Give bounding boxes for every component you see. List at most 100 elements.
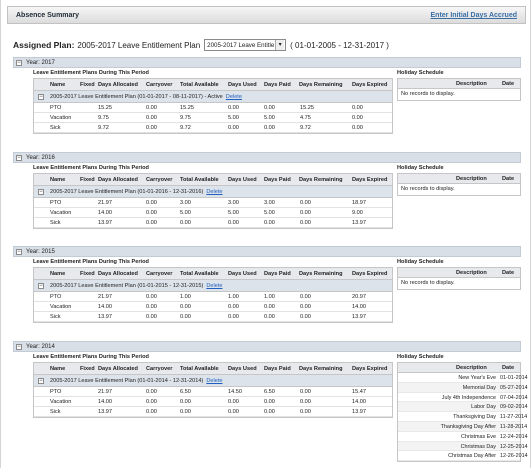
year-section: − Year: 2016 Leave Entitlement Plans Durin… [13, 152, 521, 244]
column-header: Carryover [146, 82, 173, 88]
column-header: Days Expired [352, 82, 388, 88]
column-header: Carryover [146, 366, 173, 372]
collapse-icon[interactable]: − [38, 93, 44, 100]
table-row: Sick 13.97 0.00 0.00 0.00 0.00 0.00 13.97 [34, 218, 392, 228]
table-cell: Sick [50, 314, 61, 320]
plans-heading: Leave Entitlement Plans During This Peri… [33, 354, 149, 360]
table-cell: 0.00 [352, 105, 363, 111]
year-header[interactable]: − Year: 2016 [13, 152, 521, 163]
delete-link[interactable]: Delete [206, 188, 223, 195]
table-row: PTO 21.97 0.00 6.50 14.50 6.50 0.00 15.47 [34, 387, 392, 397]
holiday-description-header: Description [456, 365, 487, 371]
table-cell: 14.00 [352, 304, 366, 310]
table-header: Name Fixed Days Allocated Carryover Total Av… [34, 79, 392, 91]
table-cell: Vacation [50, 304, 72, 310]
holiday-date-header: Date [502, 176, 515, 182]
collapse-icon[interactable]: − [38, 188, 44, 195]
table-header: Name Fixed Days Allocated Carryover Total Av… [34, 174, 392, 186]
table-cell: 0.00 [352, 125, 363, 131]
table-cell: 0.00 [264, 409, 275, 415]
table-cell: 0.00 [264, 125, 275, 131]
collapse-icon[interactable]: − [16, 343, 22, 350]
table-cell: 0.00 [352, 115, 363, 121]
year-header[interactable]: − Year: 2014 [13, 341, 521, 352]
delete-link[interactable]: Delete [206, 282, 223, 289]
plans-heading: Leave Entitlement Plans During This Peri… [33, 70, 149, 76]
chevron-down-icon[interactable]: ▾ [275, 40, 285, 50]
holiday-table: Description Date No records to display. [397, 78, 521, 101]
column-header: Days Allocated [98, 271, 138, 277]
holiday-row: Memorial Day 05-27-2014 [398, 382, 528, 393]
holiday-date: 11-27-2014 [500, 414, 528, 421]
column-header: Days Paid [264, 177, 291, 183]
table-cell: 0.00 [146, 210, 157, 216]
column-header: Days Allocated [98, 82, 138, 88]
table-cell: 0.00 [180, 314, 191, 320]
column-header: Name [50, 271, 66, 277]
table-cell: PTO [50, 105, 62, 111]
collapse-icon[interactable]: − [16, 154, 22, 161]
table-cell: 0.00 [146, 389, 157, 395]
table-cell: 13.97 [352, 314, 366, 320]
column-header: Days Remaining [299, 271, 343, 277]
table-row: PTO 21.97 0.00 3.00 3.00 3.00 0.00 18.97 [34, 198, 392, 208]
table-cell: 3.00 [180, 200, 191, 206]
table-row: Vacation 14.00 0.00 5.00 5.00 5.00 0.00 9.00 [34, 208, 392, 218]
table-cell: 0.00 [146, 294, 157, 300]
table-row: Sick 13.97 0.00 0.00 0.00 0.00 0.00 13.97 [34, 312, 392, 322]
column-header: Carryover [146, 271, 173, 277]
holiday-description-header: Description [456, 270, 487, 276]
table-cell: 9.75 [98, 115, 109, 121]
plan-row: −2005-2017 Leave Entitlement Plan (01-01… [34, 186, 392, 198]
table-cell: 0.00 [264, 105, 275, 111]
column-header: Days Paid [264, 271, 291, 277]
column-header: Days Paid [264, 82, 291, 88]
table-cell: 0.00 [228, 399, 239, 405]
column-header: Fixed [80, 82, 95, 88]
table-cell: 21.97 [98, 389, 112, 395]
table-row: PTO 21.97 0.00 1.00 1.00 1.00 0.00 20.97 [34, 292, 392, 302]
plan-row: −2005-2017 Leave Entitlement Plan (01-01… [34, 91, 392, 103]
enter-initial-days-link[interactable]: Enter Initial Days Accrued [430, 12, 518, 19]
collapse-icon[interactable]: − [16, 248, 22, 255]
holiday-table: Description Date No records to display. [397, 173, 521, 196]
table-cell: 13.97 [98, 409, 112, 415]
column-header: Days Used [228, 366, 257, 372]
year-label: Year: 2016 [26, 154, 55, 161]
table-cell: 0.00 [264, 399, 275, 405]
column-header: Carryover [146, 177, 173, 183]
holiday-table-header: Description Date [398, 363, 520, 373]
column-header: Name [50, 177, 66, 183]
column-header: Days Allocated [98, 177, 138, 183]
collapse-icon[interactable]: − [38, 377, 44, 384]
table-cell: 9.00 [352, 210, 363, 216]
table-cell: 0.00 [228, 125, 239, 131]
plan-select[interactable]: 2005-2017 Leave Entitle ▾ [204, 39, 287, 51]
column-header: Days Remaining [299, 82, 343, 88]
year-header[interactable]: − Year: 2015 [13, 246, 521, 257]
table-cell: 5.00 [264, 115, 275, 121]
collapse-icon[interactable]: − [16, 59, 22, 66]
table-cell: 0.00 [300, 220, 311, 226]
table-cell: 0.00 [146, 220, 157, 226]
year-header[interactable]: − Year: 2017 [13, 57, 521, 68]
delete-link[interactable]: Delete [225, 93, 242, 100]
holiday-table: Description Date No records to display. [397, 267, 521, 290]
no-records-message: No records to display. [401, 186, 455, 192]
table-cell: 0.00 [146, 200, 157, 206]
holiday-date: 12-24-2014 [500, 433, 528, 440]
holiday-row: Christmas Day 12-25-2014 [398, 441, 528, 452]
holiday-row: Thanksgiving Day After 11-28-2014 [398, 421, 527, 432]
table-cell: 0.00 [146, 314, 157, 320]
table-cell: 20.97 [352, 294, 366, 300]
holiday-row: Labor Day 09-02-2014 [398, 402, 528, 413]
delete-link[interactable]: Delete [206, 377, 223, 384]
column-header: Days Paid [264, 366, 291, 372]
table-row: PTO 15.25 0.00 15.25 0.00 0.00 15.25 0.00 [34, 103, 392, 113]
table-cell: 14.00 [352, 399, 366, 405]
table-cell: PTO [50, 200, 62, 206]
plan-date-range: ( 01-01-2005 - 12-31-2017 ) [290, 40, 389, 50]
collapse-icon[interactable]: − [38, 282, 44, 289]
column-header: Total Available [180, 177, 219, 183]
table-cell: 5.00 [228, 115, 239, 121]
